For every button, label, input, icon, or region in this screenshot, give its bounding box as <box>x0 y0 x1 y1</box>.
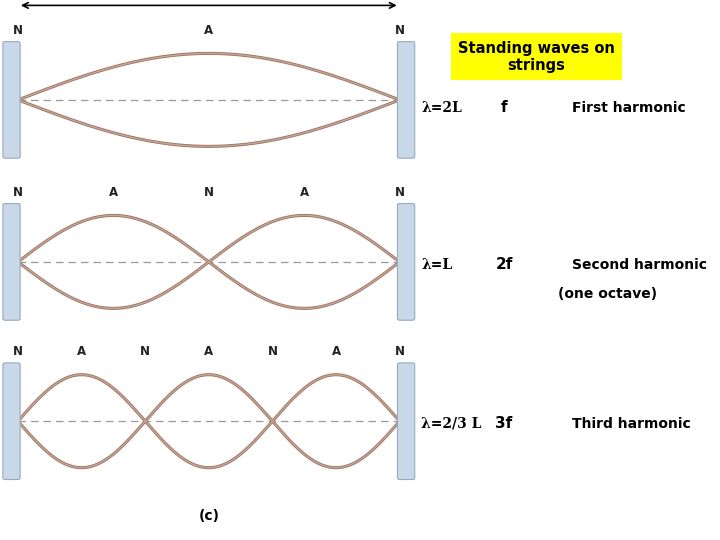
Text: N: N <box>395 24 405 37</box>
Text: 3f: 3f <box>495 416 513 431</box>
Text: A: A <box>300 186 309 199</box>
Text: Standing waves on
strings: Standing waves on strings <box>458 40 615 73</box>
Text: A: A <box>331 345 341 358</box>
Text: N: N <box>13 24 23 37</box>
Text: First harmonic: First harmonic <box>572 101 686 115</box>
Text: A: A <box>77 345 86 358</box>
Text: Third harmonic: Third harmonic <box>572 417 691 431</box>
Text: N: N <box>13 345 23 358</box>
Text: N: N <box>140 345 150 358</box>
Text: $L$: $L$ <box>204 0 214 1</box>
Text: (c): (c) <box>198 509 220 523</box>
Text: f: f <box>500 100 508 116</box>
FancyBboxPatch shape <box>397 204 415 320</box>
FancyBboxPatch shape <box>3 204 20 320</box>
Text: 2f: 2f <box>495 257 513 272</box>
Text: (one octave): (one octave) <box>558 287 657 301</box>
Text: A: A <box>204 24 213 37</box>
Text: λ=2L: λ=2L <box>421 101 462 115</box>
Text: A: A <box>204 345 213 358</box>
FancyBboxPatch shape <box>397 42 415 158</box>
FancyBboxPatch shape <box>397 363 415 480</box>
Text: A: A <box>109 186 118 199</box>
Text: λ=L: λ=L <box>421 258 452 272</box>
Text: λ=2/3 L: λ=2/3 L <box>421 417 482 431</box>
FancyBboxPatch shape <box>3 363 20 480</box>
FancyBboxPatch shape <box>3 42 20 158</box>
Text: N: N <box>395 345 405 358</box>
Text: N: N <box>13 186 23 199</box>
Text: Second harmonic: Second harmonic <box>572 258 707 272</box>
Text: N: N <box>267 345 277 358</box>
Text: N: N <box>395 186 405 199</box>
Text: N: N <box>204 186 214 199</box>
